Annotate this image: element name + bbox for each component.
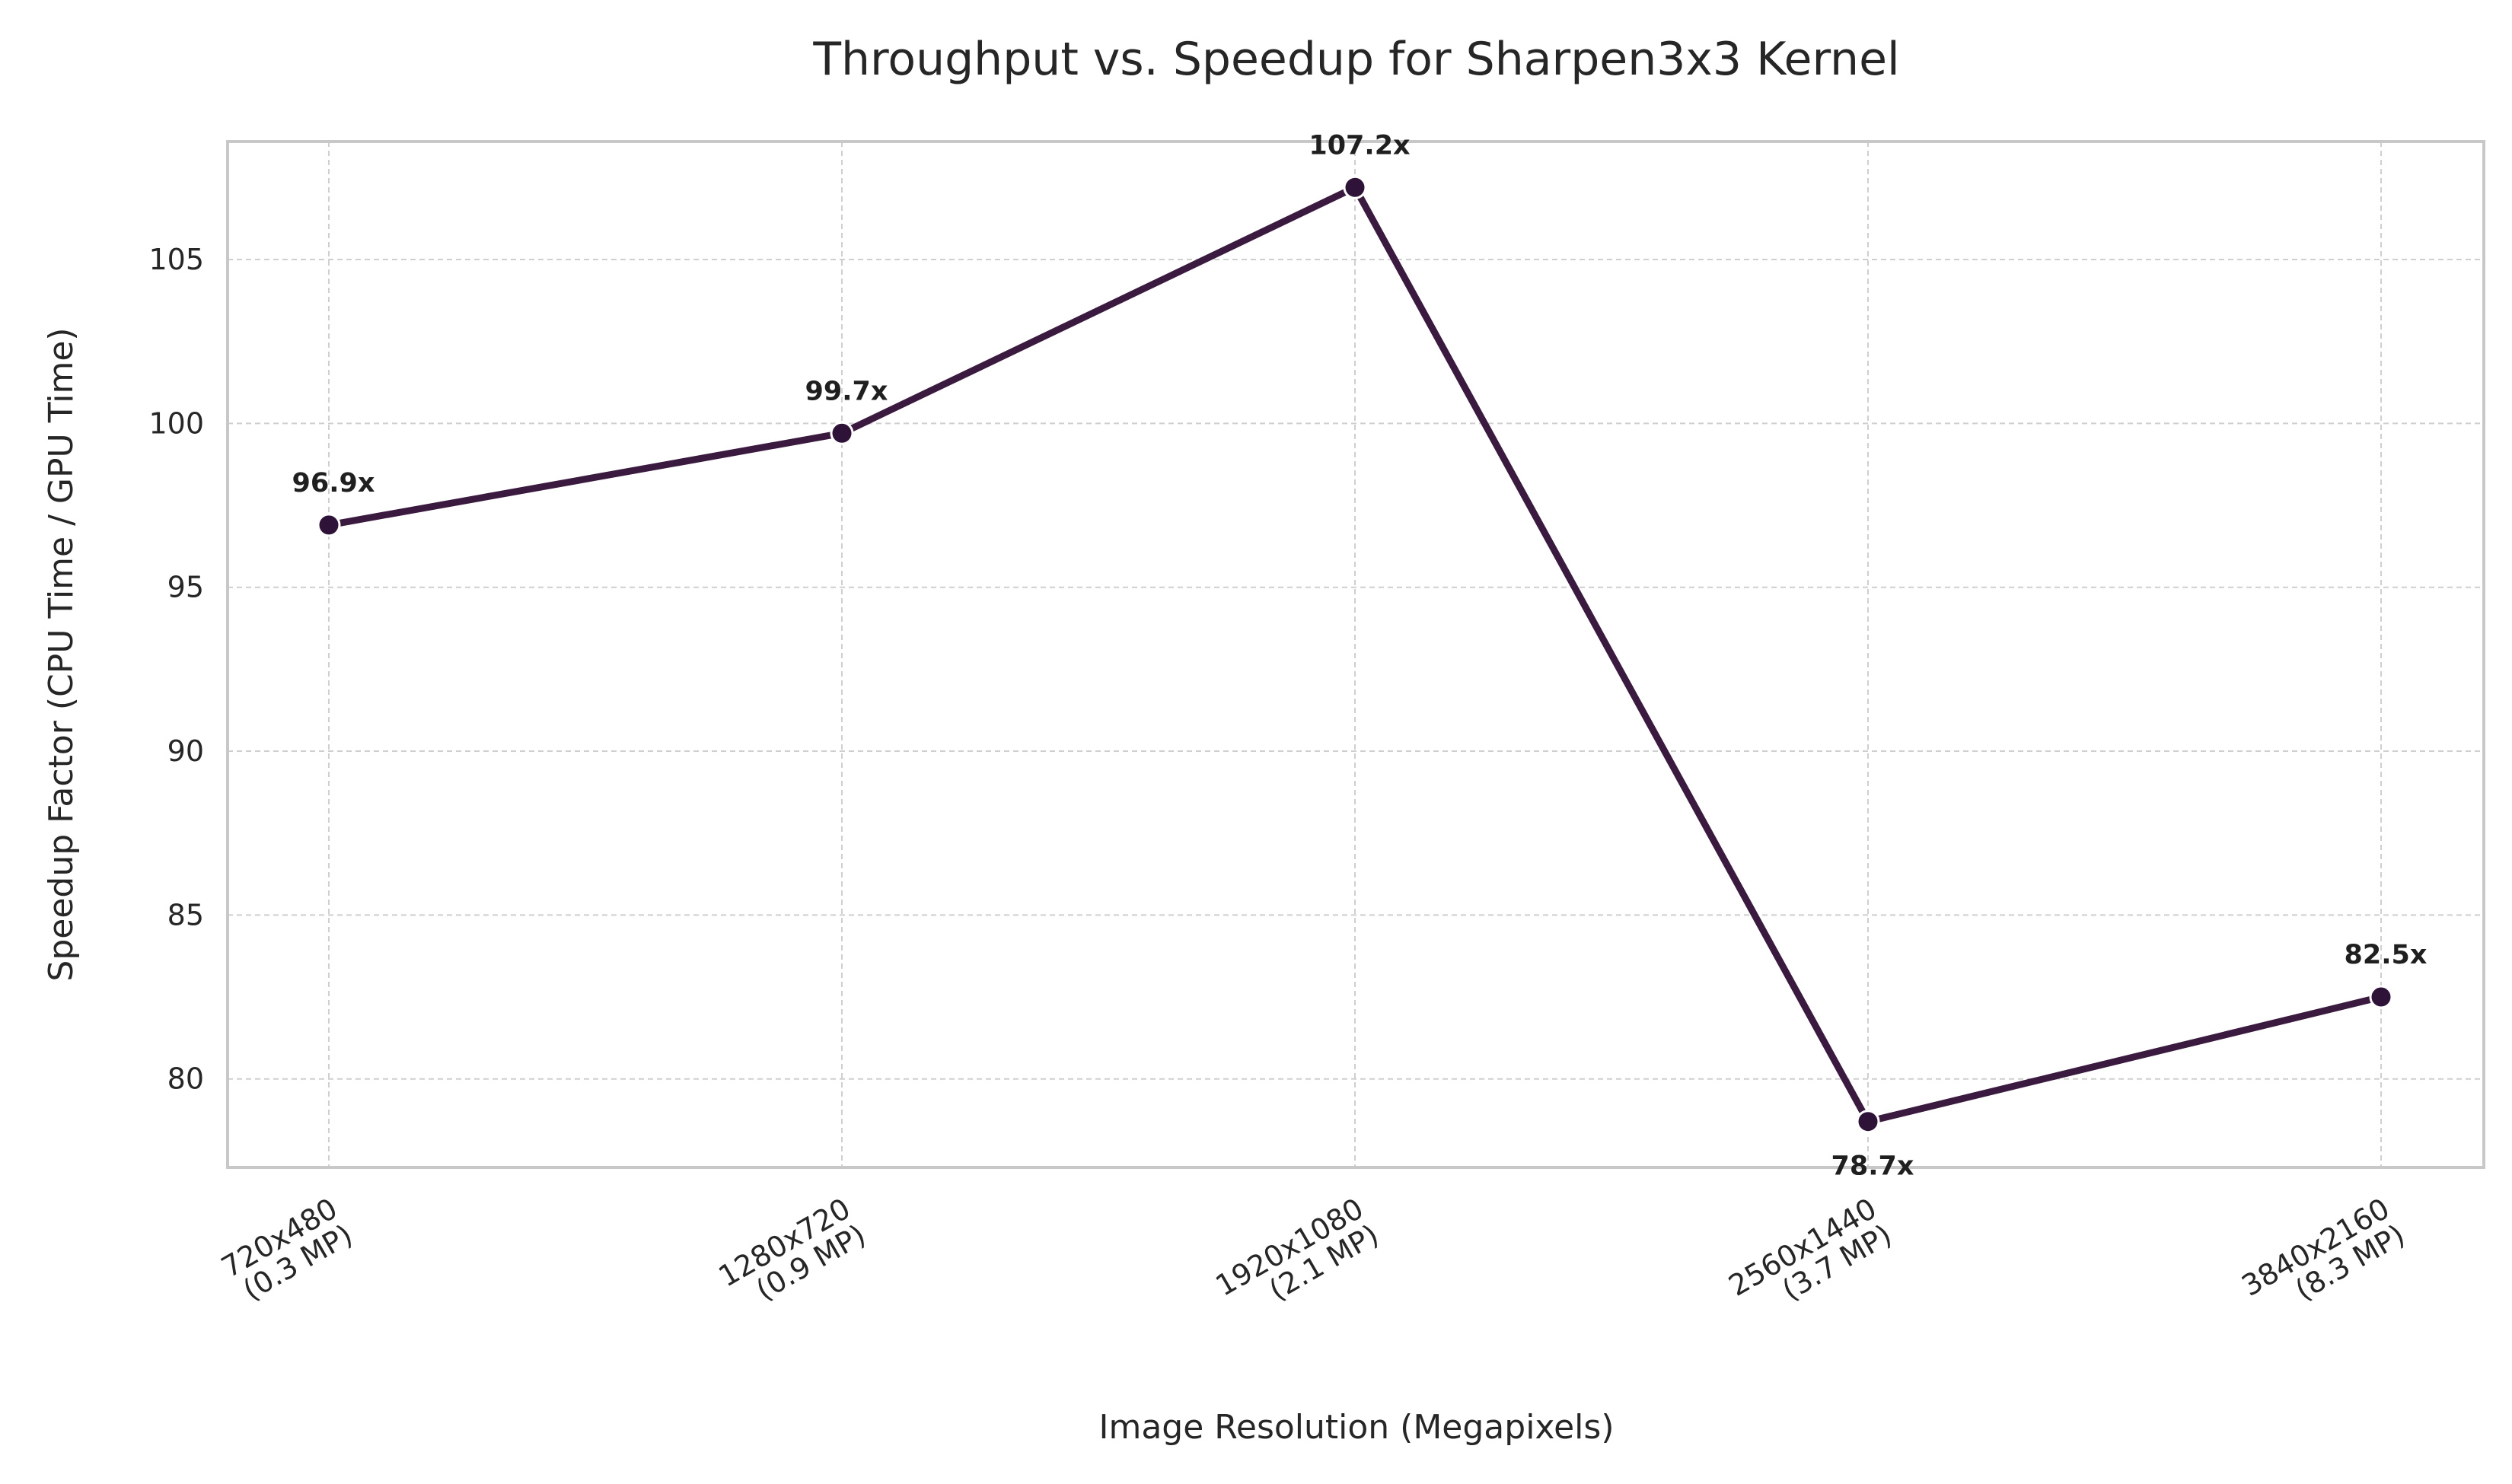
data-point	[1856, 1110, 1880, 1134]
plot-frame	[226, 140, 2485, 1169]
x-tick-label: 720x480(0.3 MP)	[215, 1192, 358, 1311]
y-tick-label: 95	[167, 571, 204, 604]
grid-lines	[228, 142, 2484, 1167]
y-tick-label: 85	[167, 898, 204, 931]
data-label: 96.9x	[292, 468, 375, 498]
data-label: 99.7x	[805, 376, 888, 406]
data-point	[830, 421, 854, 445]
x-tick-label: 3840x2160(8.3 MP)	[2236, 1192, 2411, 1330]
y-tick-labels: 80 85 90 95 100 105	[148, 243, 204, 1096]
x-tick-labels: 720x480(0.3 MP) 1280x720(0.9 MP) 1920x1080…	[215, 1192, 2411, 1330]
x-axis-label: Image Resolution (Megapixels)	[1099, 1408, 1615, 1447]
data-point	[2369, 985, 2393, 1009]
x-tick-label: 1280x720(0.9 MP)	[712, 1192, 871, 1320]
data-point	[1343, 175, 1367, 199]
data-label: 107.2x	[1309, 130, 1411, 161]
y-tick-label: 100	[148, 406, 204, 440]
x-tick-label: 1920x1080(2.1 MP)	[1210, 1192, 1385, 1330]
data-label: 82.5x	[2345, 940, 2428, 970]
data-label: 78.7x	[1831, 1151, 1914, 1182]
x-tick-label: 2560x1440(3.7 MP)	[1723, 1192, 1898, 1330]
y-tick-label: 80	[167, 1062, 204, 1096]
y-tick-label: 90	[167, 734, 204, 768]
data-labels: 96.9x 99.7x 107.2x 78.7x 82.5x	[292, 130, 2428, 1181]
y-tick-label: 105	[148, 243, 204, 276]
y-axis-label: Speedup Factor (CPU Time / GPU Time)	[42, 327, 81, 981]
series-speedup	[317, 175, 2393, 1134]
chart-title: Throughput vs. Speedup for Sharpen3x3 Ke…	[812, 33, 1899, 86]
data-point	[317, 513, 341, 537]
